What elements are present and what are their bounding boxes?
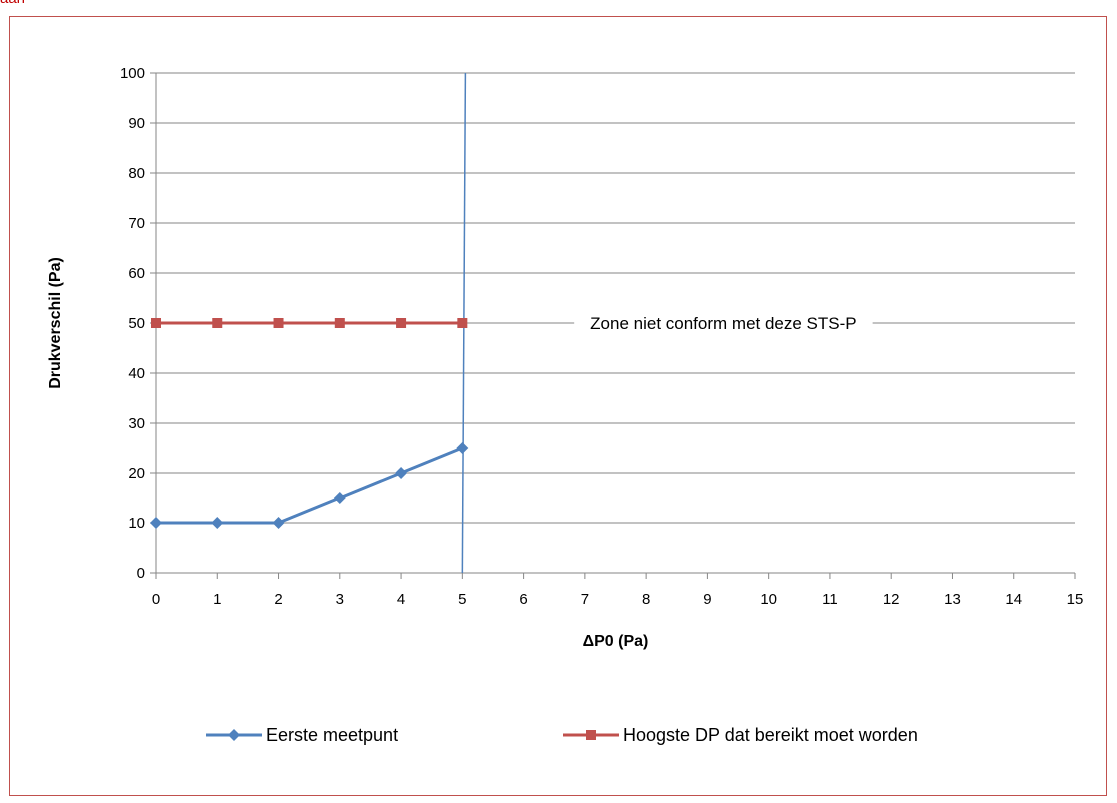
x-tick-label: 12 <box>883 591 900 608</box>
x-tick-label: 9 <box>703 591 711 608</box>
x-tick-label: 8 <box>642 591 650 608</box>
page-header-fragment: aan <box>0 0 25 7</box>
y-tick-labels: 0 10 20 30 40 50 60 70 80 90 100 <box>120 65 145 582</box>
chart-frame <box>9 16 1107 796</box>
x-tick-labels: 0 1 2 3 4 5 6 7 8 9 10 11 12 13 14 15 <box>152 591 1084 608</box>
diamond-marker <box>211 517 224 529</box>
legend-item: Eerste meetpunt <box>206 725 398 745</box>
x-tick-label: 14 <box>1005 591 1022 608</box>
annotation-text: Zone niet conform met deze STS-P <box>590 314 856 333</box>
square-marker <box>457 318 468 328</box>
legend-item: Hoogste DP dat bereikt moet worden <box>563 725 918 745</box>
legend: Eerste meetpunt Hoogste DP dat bereikt mo… <box>206 725 918 745</box>
y-tick-label: 10 <box>128 515 145 532</box>
square-marker <box>334 318 345 328</box>
x-tick-label: 11 <box>822 591 838 608</box>
diamond-marker <box>456 442 469 454</box>
y-tick-label: 0 <box>137 565 145 582</box>
y-tick-label: 30 <box>128 415 145 432</box>
y-tick-label: 60 <box>128 265 145 282</box>
y-tick-label: 50 <box>128 315 145 332</box>
x-tick-label: 5 <box>458 591 466 608</box>
x-tick-label: 2 <box>274 591 282 608</box>
series-hoogste-dp <box>151 318 468 328</box>
x-tick-label: 3 <box>336 591 344 608</box>
series-line <box>156 446 463 525</box>
x-axis-title: ΔP0 (Pa) <box>583 633 649 650</box>
diamond-marker <box>272 517 285 529</box>
square-marker <box>396 318 407 328</box>
diamond-marker <box>228 729 240 741</box>
square-marker <box>212 318 223 328</box>
series-group <box>150 318 469 529</box>
square-marker <box>586 730 596 740</box>
x-tick-label: 4 <box>397 591 405 608</box>
diamond-marker <box>150 517 162 529</box>
y-tick-label: 70 <box>128 215 145 232</box>
x-tick-label: 15 <box>1067 591 1084 608</box>
x-tick-label: 1 <box>213 591 221 608</box>
diamond-marker <box>395 467 408 479</box>
x-tick-label: 7 <box>581 591 589 608</box>
square-marker <box>151 318 161 328</box>
y-tick-label: 90 <box>128 115 145 132</box>
annotation-background <box>574 309 873 337</box>
x-tick-label: 6 <box>519 591 527 608</box>
y-tick-label: 20 <box>128 465 145 482</box>
legend-label: Eerste meetpunt <box>266 725 398 745</box>
y-axis-title: Drukverschil (Pa) <box>47 257 64 389</box>
annotation-group: Zone niet conform met deze STS-P <box>574 309 873 337</box>
legend-label: Hoogste DP dat bereikt moet worden <box>623 725 918 745</box>
square-marker <box>273 318 284 328</box>
series-eerste-meetpunt <box>150 442 469 529</box>
y-tick-label: 80 <box>128 165 145 182</box>
x-tick-label: 13 <box>944 591 961 608</box>
diamond-marker <box>333 492 346 504</box>
x-tick-label: 10 <box>760 591 777 608</box>
y-tick-label: 40 <box>128 365 145 382</box>
x-tick-label: 0 <box>152 591 160 608</box>
y-tick-label: 100 <box>120 65 145 82</box>
